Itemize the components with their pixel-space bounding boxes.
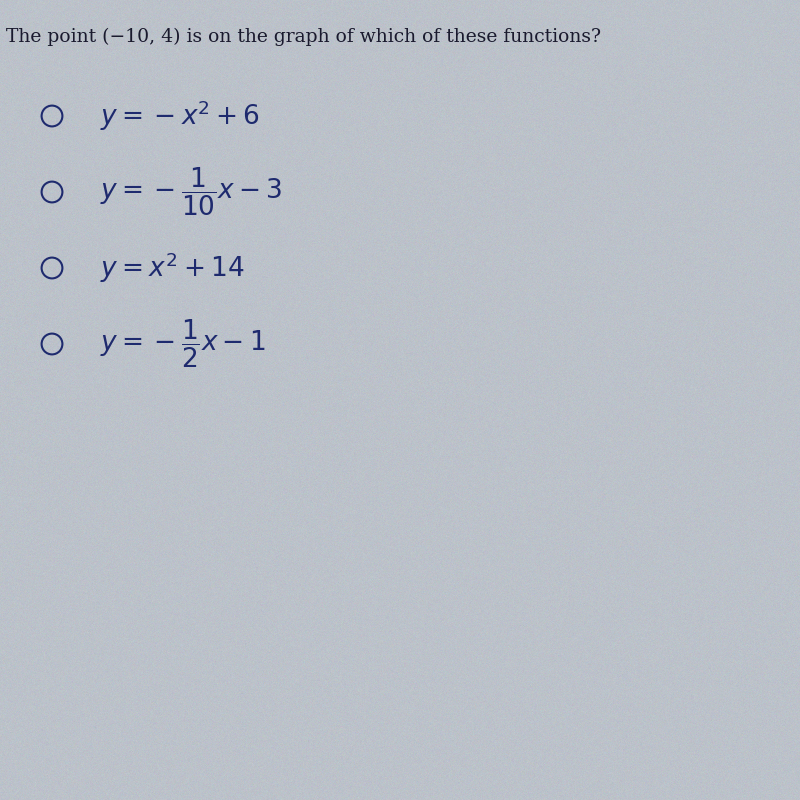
Text: $y = x^2 + 14$: $y = x^2 + 14$ bbox=[100, 250, 245, 286]
Text: $y = -x^2 + 6$: $y = -x^2 + 6$ bbox=[100, 98, 260, 134]
Text: The point (−10, 4) is on the graph of which of these functions?: The point (−10, 4) is on the graph of wh… bbox=[6, 28, 602, 46]
Text: $y = -\dfrac{1}{2}x - 1$: $y = -\dfrac{1}{2}x - 1$ bbox=[100, 318, 266, 370]
Text: $y = -\dfrac{1}{10}x - 3$: $y = -\dfrac{1}{10}x - 3$ bbox=[100, 166, 282, 218]
